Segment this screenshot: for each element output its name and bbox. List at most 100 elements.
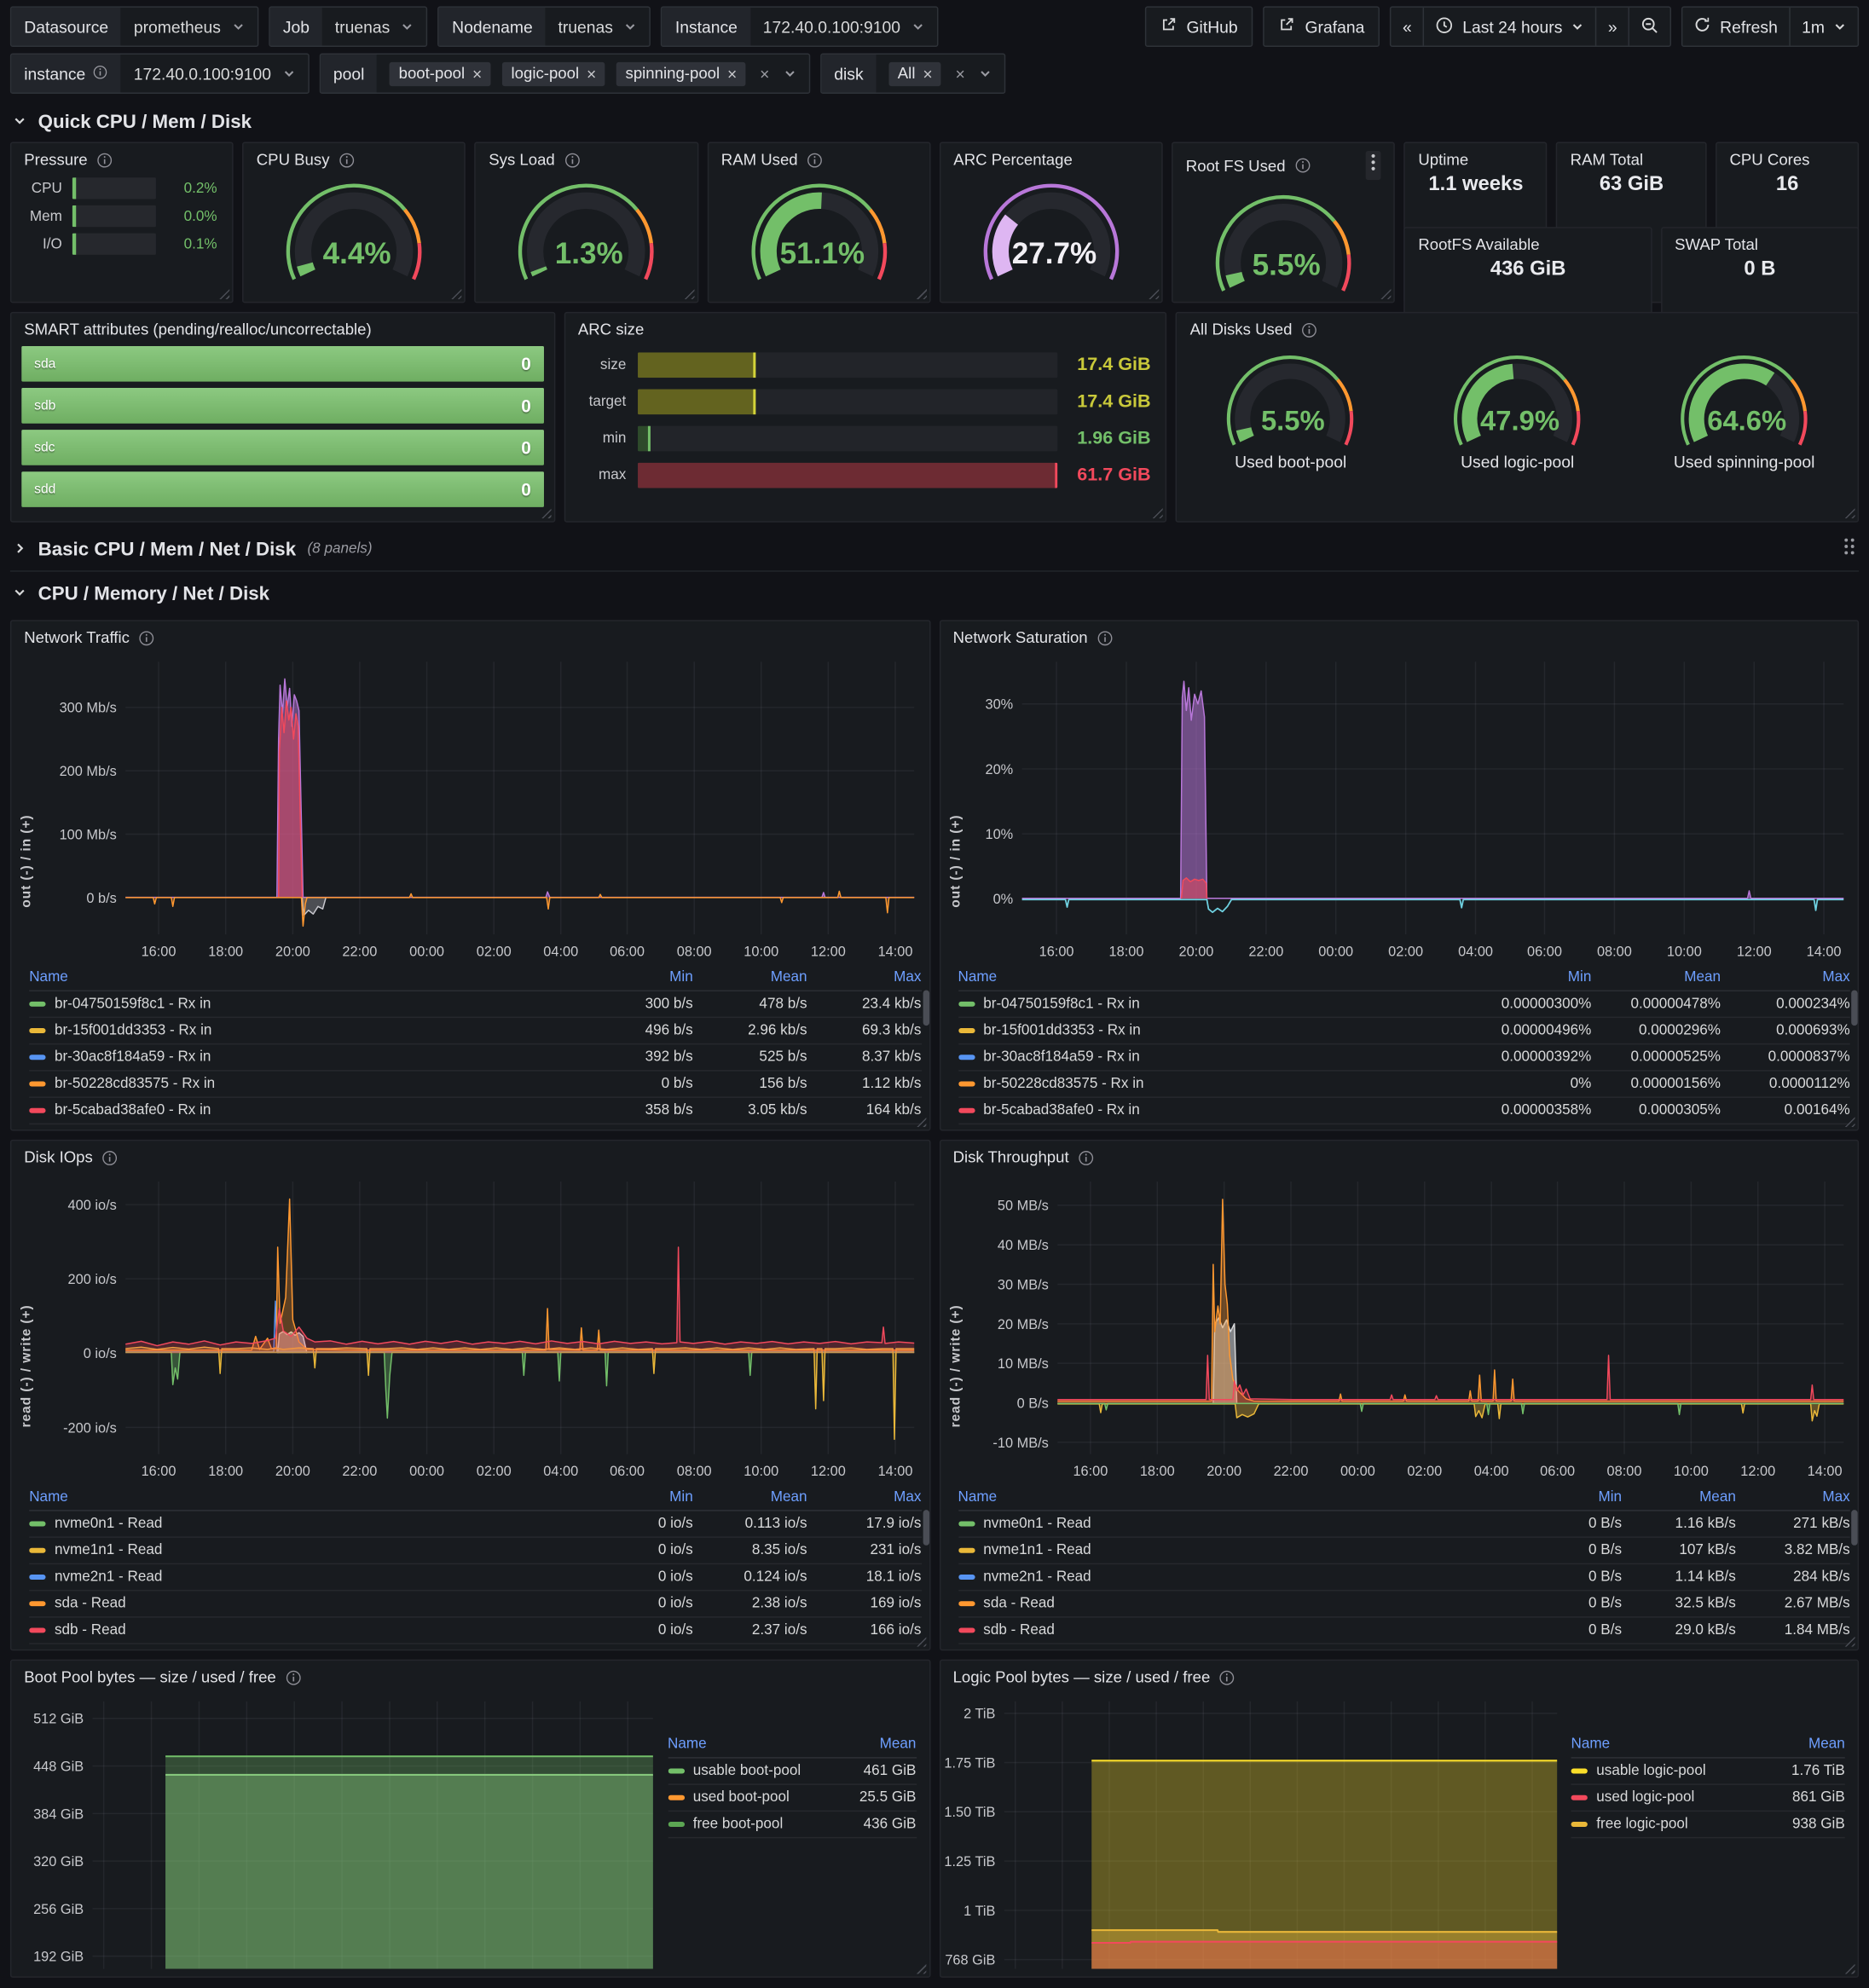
legend-col[interactable]: Min xyxy=(669,969,693,985)
close-icon[interactable]: × xyxy=(587,64,597,84)
legend-col-name[interactable]: Name xyxy=(958,1489,998,1505)
legend-series-name[interactable]: br-15f001dd3353 - Rx in xyxy=(983,1023,1141,1038)
pool-chip-boot[interactable]: boot-pool × xyxy=(390,61,491,86)
clear-all-icon[interactable]: × xyxy=(955,64,965,84)
job-picker[interactable]: Job truenas xyxy=(269,6,428,48)
panel-title[interactable]: ARC size xyxy=(577,321,645,339)
pool-chip-spinning[interactable]: spinning-pool × xyxy=(616,61,746,86)
legend-series-name[interactable]: nvme1n1 - Read xyxy=(983,1542,1091,1558)
panel-title[interactable]: Disk IOps xyxy=(24,1148,93,1167)
legend-col[interactable]: Mean xyxy=(770,969,807,985)
panel-title[interactable]: ARC Percentage xyxy=(953,150,1073,169)
legend-series-name[interactable]: br-5cabad38afe0 - Rx in xyxy=(54,1102,211,1118)
legend-series-name[interactable]: br-5cabad38afe0 - Rx in xyxy=(983,1102,1140,1118)
time-shift-back-button[interactable]: « xyxy=(1402,17,1412,37)
legend-series-name[interactable]: br-30ac8f184a59 - Rx in xyxy=(983,1049,1140,1066)
disk-throughput-chart[interactable]: 16:00 18:00 20:00 22:00 00:00 02:00 04:00 06:00… xyxy=(940,1169,1858,1484)
close-icon[interactable]: × xyxy=(727,64,738,84)
legend-series-name[interactable]: nvme1n1 - Read xyxy=(54,1542,163,1558)
legend-series-name[interactable]: nvme2n1 - Read xyxy=(54,1569,163,1585)
legend-series-name[interactable]: used boot-pool xyxy=(692,1789,790,1806)
panel-title[interactable]: Network Traffic xyxy=(24,628,130,647)
panel-title[interactable]: SMART attributes (pending/realloc/uncorr… xyxy=(24,321,372,339)
boot-pool-chart[interactable]: 512 GiB 448 GiB 384 GiB 320 GiB 256 GiB 192 G… xyxy=(11,1689,668,1977)
close-icon[interactable]: × xyxy=(923,64,933,84)
legend-series-name[interactable]: usable logic-pool xyxy=(1596,1763,1706,1779)
github-link-button[interactable]: GitHub xyxy=(1144,6,1253,48)
legend-col[interactable]: Mean xyxy=(879,1737,917,1753)
legend-series-name[interactable]: br-50228cd83575 - Rx in xyxy=(54,1076,216,1092)
panel-title[interactable]: All Disks Used xyxy=(1189,321,1293,339)
legend-series-name[interactable]: br-15f001dd3353 - Rx in xyxy=(54,1023,212,1038)
disk-chip-all[interactable]: All × xyxy=(888,61,942,86)
instance-filter[interactable]: instance 172.40.0.100:9100 xyxy=(9,53,310,95)
refresh-button[interactable]: Refresh xyxy=(1683,8,1789,46)
time-range-button[interactable]: Last 24 hours xyxy=(1423,7,1595,46)
network-traffic-chart[interactable]: 16:00 18:00 20:00 22:00 00:00 02:00 04:00 06:00… xyxy=(11,649,929,964)
panel-title[interactable]: Sys Load xyxy=(489,150,555,169)
time-shift-forward-button[interactable]: » xyxy=(1595,7,1629,46)
close-icon[interactable]: × xyxy=(472,64,483,84)
legend-scrollbar[interactable] xyxy=(922,1510,929,1546)
panel-title[interactable]: Disk Throughput xyxy=(952,1148,1069,1167)
panel-title[interactable]: RootFS Available xyxy=(1418,235,1540,254)
panel-title[interactable]: CPU Cores xyxy=(1729,150,1810,169)
chevron-down-icon[interactable] xyxy=(784,68,796,78)
refresh-interval-dropdown[interactable]: 1m xyxy=(1789,7,1857,46)
legend-col[interactable]: Max xyxy=(1822,1489,1850,1505)
panel-title[interactable]: CPU Busy xyxy=(256,150,330,169)
legend-series-name[interactable]: sda - Read xyxy=(983,1596,1055,1612)
legend-series-name[interactable]: free boot-pool xyxy=(692,1817,784,1832)
section-basic-cpu-mem-net-disk[interactable]: Basic CPU / Mem / Net / Disk (8 panels) xyxy=(9,525,1860,572)
panel-title[interactable]: Uptime xyxy=(1418,150,1469,169)
zoom-out-button[interactable] xyxy=(1629,7,1670,46)
legend-series-name[interactable]: br-50228cd83575 - Rx in xyxy=(983,1076,1144,1092)
legend-col[interactable]: Min xyxy=(1567,969,1592,985)
legend-col[interactable]: Max xyxy=(894,1489,922,1505)
legend-col-name[interactable]: Name xyxy=(29,969,68,985)
legend-col[interactable]: Mean xyxy=(1684,969,1721,985)
legend-series-name[interactable]: br-04750159f8c1 - Rx in xyxy=(54,996,211,1012)
datasource-picker[interactable]: Datasource prometheus xyxy=(9,6,259,48)
chevron-down-icon[interactable] xyxy=(979,68,992,78)
legend-series-name[interactable]: br-04750159f8c1 - Rx in xyxy=(983,996,1140,1012)
legend-col-name[interactable]: Name xyxy=(29,1489,68,1505)
legend-col-name[interactable]: Name xyxy=(958,969,998,985)
nodename-picker[interactable]: Nodename truenas xyxy=(437,6,651,48)
legend-series-name[interactable]: used logic-pool xyxy=(1596,1789,1695,1806)
panel-title[interactable]: RAM Used xyxy=(720,150,798,169)
legend-series-name[interactable]: nvme2n1 - Read xyxy=(983,1569,1091,1585)
network-saturation-chart[interactable]: 16:00 18:00 20:00 22:00 00:00 02:00 04:00 06:00… xyxy=(940,649,1858,964)
panel-title[interactable]: SWAP Total xyxy=(1675,235,1758,254)
legend-scrollbar[interactable] xyxy=(922,990,929,1026)
legend-col-name[interactable]: Name xyxy=(667,1737,707,1753)
legend-col[interactable]: Mean xyxy=(1808,1737,1845,1753)
pool-chip-logic[interactable]: logic-pool × xyxy=(502,61,605,86)
panel-title[interactable]: Boot Pool bytes — size / used / free xyxy=(24,1668,276,1686)
legend-series-name[interactable]: free logic-pool xyxy=(1596,1817,1688,1832)
panel-menu-icon[interactable] xyxy=(1366,150,1382,181)
panel-title[interactable]: Logic Pool bytes — size / used / free xyxy=(952,1668,1211,1686)
legend-col-name[interactable]: Name xyxy=(1571,1737,1611,1753)
legend-series-name[interactable]: nvme0n1 - Read xyxy=(54,1516,163,1532)
clear-all-icon[interactable]: × xyxy=(760,64,770,84)
section-quick-cpu-mem-disk[interactable]: Quick CPU / Mem / Disk xyxy=(10,100,1859,142)
legend-col[interactable]: Mean xyxy=(1699,1489,1736,1505)
instance-picker[interactable]: Instance 172.40.0.100:9100 xyxy=(661,6,939,48)
section-cpu-memory-net-disk[interactable]: CPU / Memory / Net / Disk xyxy=(10,572,1859,614)
legend-series-name[interactable]: nvme0n1 - Read xyxy=(983,1516,1091,1532)
grafana-link-button[interactable]: Grafana xyxy=(1263,6,1380,48)
panel-title[interactable]: RAM Total xyxy=(1570,150,1644,169)
legend-col[interactable]: Mean xyxy=(770,1489,807,1505)
legend-col[interactable]: Min xyxy=(669,1489,693,1505)
legend-col[interactable]: Max xyxy=(1822,969,1850,985)
disk-iops-chart[interactable]: 16:00 18:00 20:00 22:00 00:00 02:00 04:00 06:00… xyxy=(11,1169,929,1484)
legend-series-name[interactable]: sdb - Read xyxy=(983,1622,1055,1638)
panel-title[interactable]: Network Saturation xyxy=(952,628,1088,647)
legend-scrollbar[interactable] xyxy=(1851,990,1858,1026)
legend-series-name[interactable]: sdb - Read xyxy=(54,1622,126,1638)
legend-scrollbar[interactable] xyxy=(1851,1510,1858,1546)
drag-handle-icon[interactable] xyxy=(1843,536,1856,562)
legend-series-name[interactable]: sda - Read xyxy=(54,1596,126,1612)
panel-title[interactable]: Pressure xyxy=(24,150,88,169)
